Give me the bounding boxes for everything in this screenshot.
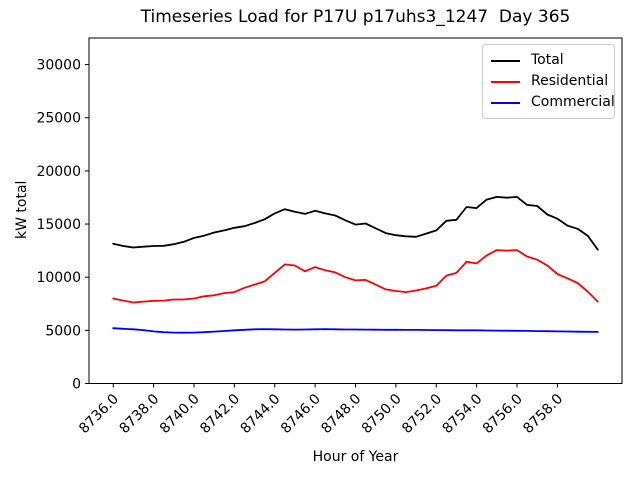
legend-item-total: Total xyxy=(491,50,606,71)
total-line-swatch-icon xyxy=(491,59,520,62)
y-tick-label: 10000 xyxy=(36,270,81,286)
legend-item-residential: Residential xyxy=(491,71,609,92)
legend-item-commercial: Commercial xyxy=(491,92,615,113)
x-tick-label: 8742.0 xyxy=(197,391,243,437)
x-tick-label: 8738.0 xyxy=(116,391,162,437)
y-tick-label: 25000 xyxy=(36,111,81,127)
legend-label-residential: Residential xyxy=(531,73,609,89)
x-axis-label: Hour of Year xyxy=(312,449,399,465)
x-tick-label: 8756.0 xyxy=(480,391,526,437)
x-tick-label: 8746.0 xyxy=(278,391,324,437)
y-tick-label: 5000 xyxy=(45,323,81,339)
x-tick-label: 8758.0 xyxy=(520,391,566,437)
x-tick-label: 8736.0 xyxy=(76,391,122,437)
x-tick-label: 8752.0 xyxy=(399,391,445,437)
residential-line-swatch-icon xyxy=(491,80,520,83)
x-tick-label: 8744.0 xyxy=(238,391,284,437)
x-tick-label: 8748.0 xyxy=(318,391,364,437)
total-line xyxy=(112,195,599,251)
commercial-line-swatch-icon xyxy=(491,101,520,104)
x-tick-label: 8750.0 xyxy=(359,391,405,437)
legend-label-commercial: Commercial xyxy=(531,94,615,110)
commercial-line xyxy=(112,327,599,334)
x-tick-label: 8740.0 xyxy=(157,391,203,437)
legend: Total Residential Commercial xyxy=(482,44,615,119)
y-tick-label: 0 xyxy=(72,377,81,393)
chart-title: Timeseries Load for P17U p17uhs3_1247 Da… xyxy=(140,7,571,27)
y-tick-label: 20000 xyxy=(36,164,81,180)
x-tick-label: 8754.0 xyxy=(440,391,486,437)
y-tick-label: 15000 xyxy=(36,217,81,233)
y-axis-label: kW total xyxy=(14,180,30,239)
y-tick-label: 30000 xyxy=(36,58,81,74)
legend-label-total: Total xyxy=(531,52,564,68)
residential-line xyxy=(112,249,599,304)
